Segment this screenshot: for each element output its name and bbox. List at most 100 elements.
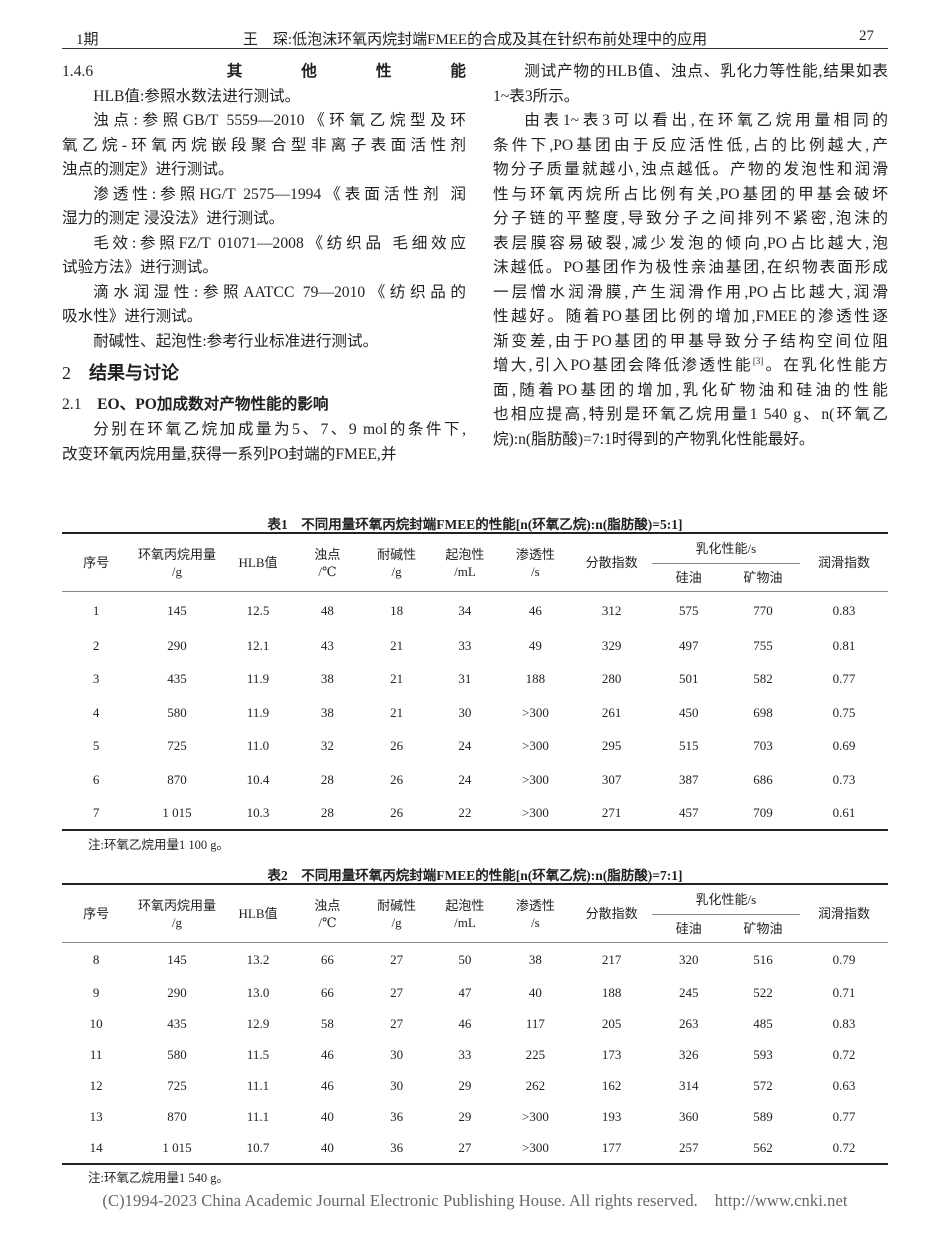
table-cell: 117 (525, 1016, 545, 1031)
body-text-right: 测试产物的HLB值、浊点、乳化力等性能,结果如表 1~表3所示。 由表1~表3可以看… (493, 60, 888, 452)
column-label: 乳化性能/s (695, 541, 757, 556)
table-cell: 450 (679, 704, 699, 720)
table-cell: 145 (167, 602, 187, 618)
table-row: 7 1 015 10.3 28 26 22 >300 271 457 709 0.61 (62, 797, 888, 831)
section-title: 结果与讨论 (89, 363, 179, 383)
table-cell: 205 (601, 1016, 622, 1031)
table-cell: 0.77 (832, 1109, 856, 1124)
table-cell: 3 (92, 671, 100, 687)
table-cell: 10.4 (246, 771, 270, 787)
table-cell: 33 (458, 637, 472, 653)
table-cell: 66 (320, 952, 334, 968)
table-cell: 26 (390, 804, 404, 820)
col-mineral: 矿物油 (725, 914, 801, 943)
text-line: 吸水性》进行测试。 (62, 308, 203, 325)
table-cell: >300 (521, 771, 549, 787)
column-unit: /g (171, 914, 183, 930)
table-cell: 22 (458, 804, 472, 820)
table-cell: 10.3 (246, 804, 270, 820)
table-cell: 31 (458, 671, 472, 687)
table-cell: 9 (92, 985, 100, 1000)
col-cloud-point: 浊点/℃ (292, 884, 362, 943)
text-line: 1~表3所示。 (493, 87, 580, 105)
table-cell: 0.83 (832, 1016, 856, 1031)
table-cell: 26 (390, 771, 404, 787)
section-number: 2 (62, 363, 71, 383)
table-cell: 4 (92, 704, 100, 720)
table-cell: 257 (679, 1139, 699, 1155)
table-cell: 320 (679, 952, 699, 968)
table-cell: 562 (753, 1139, 773, 1155)
table-cell: 66 (320, 985, 334, 1000)
table-cell: 7 (92, 804, 100, 820)
copyright-footer: (C)1994-2023 China Academic Journal Elec… (0, 1191, 950, 1211)
text-line: 分别在环氧乙烷加成量为5、7、9 mol的条件下, (93, 421, 466, 438)
table-cell: 572 (753, 1078, 773, 1093)
table-cell: 307 (601, 771, 622, 787)
col-foam: 起泡性/mL (431, 884, 499, 943)
issue-number: 1期 (76, 32, 99, 48)
table-cell: 12.5 (246, 602, 270, 618)
table-cell: 698 (753, 704, 773, 720)
column-label: 序号 (83, 555, 110, 570)
table-cell: >300 (521, 1139, 549, 1155)
text-line: 也相应提高,特别是环氧乙烷用量1 540 g、n(环氧乙 (493, 406, 888, 423)
table-cell: 13.2 (246, 952, 270, 968)
text-line: 渗透性:参照HG/T 2575—1994《表面活性剂 润 (93, 185, 466, 203)
text-line: 毛效:参照FZ/T 01071—2008《纺织品 毛细效应 (93, 234, 466, 252)
table-cell: 290 (167, 985, 187, 1000)
table-cell: 755 (753, 637, 773, 653)
column-label: 耐碱性 (377, 897, 417, 913)
table-cell: 575 (679, 602, 699, 618)
section-title: 其他性能 (226, 63, 466, 80)
table-cell: 522 (753, 985, 773, 1000)
table-cell: 50 (458, 952, 472, 968)
table-row: 11 580 11.5 46 30 33 225 173 326 593 0.72 (62, 1040, 888, 1071)
column-label: 起泡性 (445, 546, 485, 562)
table-cell: 6 (92, 771, 100, 787)
table-cell: 43 (320, 637, 334, 653)
table-cell: 703 (753, 738, 773, 754)
section-number: 2.1 (62, 396, 82, 413)
col-silicone: 硅油 (651, 914, 726, 943)
table-cell: >300 (521, 738, 549, 754)
table-cell: 501 (679, 671, 699, 687)
col-penetration: 渗透性/s (499, 533, 572, 592)
text-line: 浊点:参照GB/T 5559—2010《环氧乙烷型及环 (93, 112, 466, 129)
column-unit: /℃ (318, 563, 337, 579)
col-lubricity: 润滑指数 (800, 884, 888, 943)
table-row: 2 290 12.1 43 21 33 49 329 497 755 0.81 (62, 629, 888, 663)
table-row: 10 435 12.9 58 27 46 117 205 263 485 0.83 (62, 1009, 888, 1040)
table-cell: 326 (679, 1047, 699, 1062)
text-line: 一层憎水润滑膜,产生润滑作用,PO占比越大,润滑 (493, 283, 888, 301)
text-line: 改变环氧丙烷用量,获得一系列PO封端的FMEE,并 (62, 445, 397, 463)
table-row: 1 145 12.5 48 18 34 46 312 575 770 0.83 (62, 592, 888, 630)
citation[interactable]: [3] (752, 355, 764, 366)
right-column: 测试产物的HLB值、浊点、乳化力等性能,结果如表 1~表3所示。 由表1~表3可以看… (493, 60, 888, 452)
text-line: 物分子质量就越小,浊点越低。产物的发泡性和润滑 (493, 161, 888, 178)
text-line: 性与环氧丙烷所占比例有关,PO基团的甲基会破坏 (493, 185, 888, 203)
table-cell: 30 (390, 1078, 404, 1093)
column-label: HLB值 (238, 555, 278, 570)
text-line: 浊点的测定》进行测试。 (62, 161, 234, 178)
table-cell: 46 (458, 1016, 472, 1031)
column-label: 耐碱性 (377, 546, 417, 562)
table-cell: 387 (679, 771, 699, 787)
table2-caption: 表2 不同用量环氧丙烷封端FMEE的性能[n(环氧乙烷):n(脂肪酸)=7:1] (267, 868, 683, 883)
table-row: 4 580 11.9 38 21 30 >300 261 450 698 0.75 (62, 696, 888, 730)
table-cell: 173 (601, 1047, 622, 1062)
col-no: 序号 (62, 533, 130, 592)
column-label: 分散指数 (585, 906, 638, 921)
table-cell: 280 (601, 671, 622, 687)
table-cell: 188 (601, 985, 622, 1000)
table-cell: 145 (167, 952, 187, 968)
table-cell: 40 (528, 985, 542, 1000)
table-cell: 14 (89, 1139, 103, 1155)
table-cell: 13 (89, 1109, 103, 1124)
table-row: 6 870 10.4 28 26 24 >300 307 387 686 0.73 (62, 763, 888, 797)
cnki-url[interactable]: http://www.cnki.net (714, 1191, 848, 1210)
table-cell: 497 (679, 637, 699, 653)
table-cell: 0.73 (832, 771, 856, 787)
table-cell: 49 (528, 637, 542, 653)
text-line: 烷):n(脂肪酸)=7:1时得到的产物乳化性能最好。 (493, 430, 815, 448)
